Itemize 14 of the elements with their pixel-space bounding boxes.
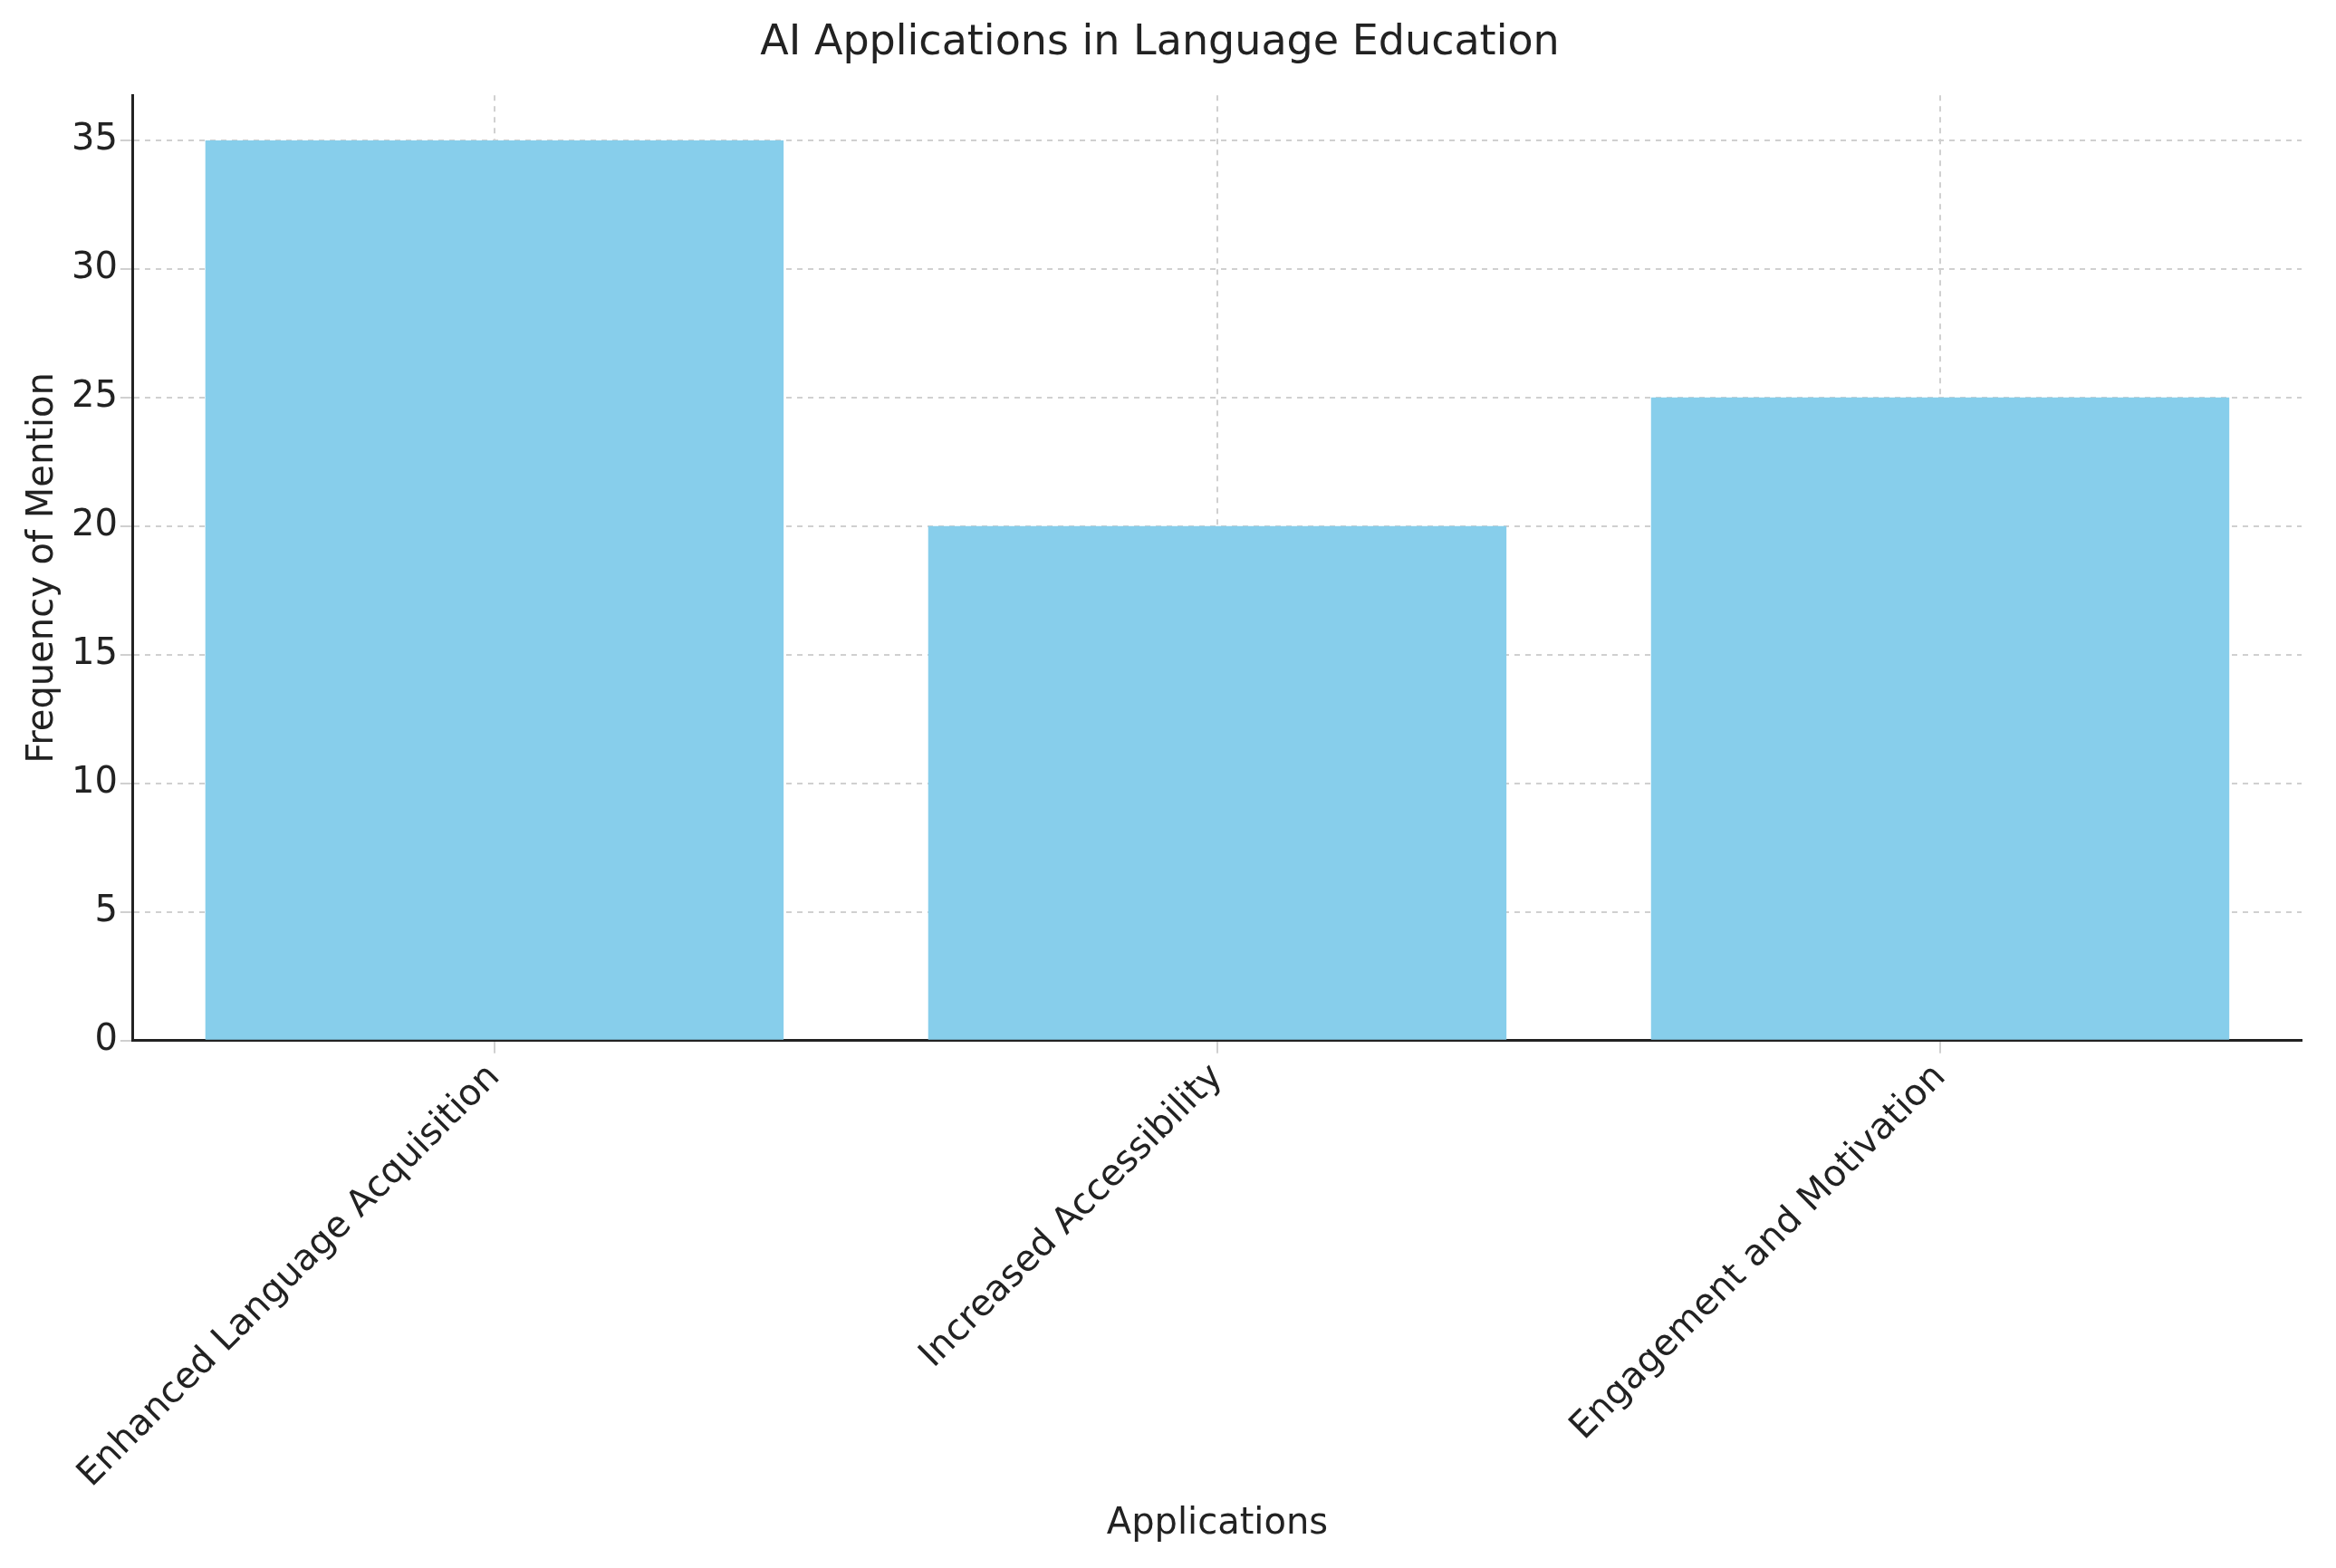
y-tick-label: 5 — [94, 888, 118, 930]
bar — [928, 525, 1507, 1040]
bar — [205, 139, 784, 1040]
y-tick-label: 20 — [71, 502, 118, 544]
y-tick-label: 35 — [71, 116, 118, 159]
x-axis-title: Applications — [1106, 1500, 1329, 1543]
bar — [1650, 397, 2230, 1040]
y-tick-label: 0 — [94, 1016, 118, 1059]
chart-title: AI Applications in Language Education — [760, 14, 1560, 64]
y-tick-label: 15 — [71, 630, 118, 673]
y-axis-title: Frequency of Mention — [19, 372, 62, 764]
y-tick-label: 10 — [71, 759, 118, 802]
y-tick-label: 30 — [71, 245, 118, 287]
y-tick-label: 25 — [71, 373, 118, 416]
